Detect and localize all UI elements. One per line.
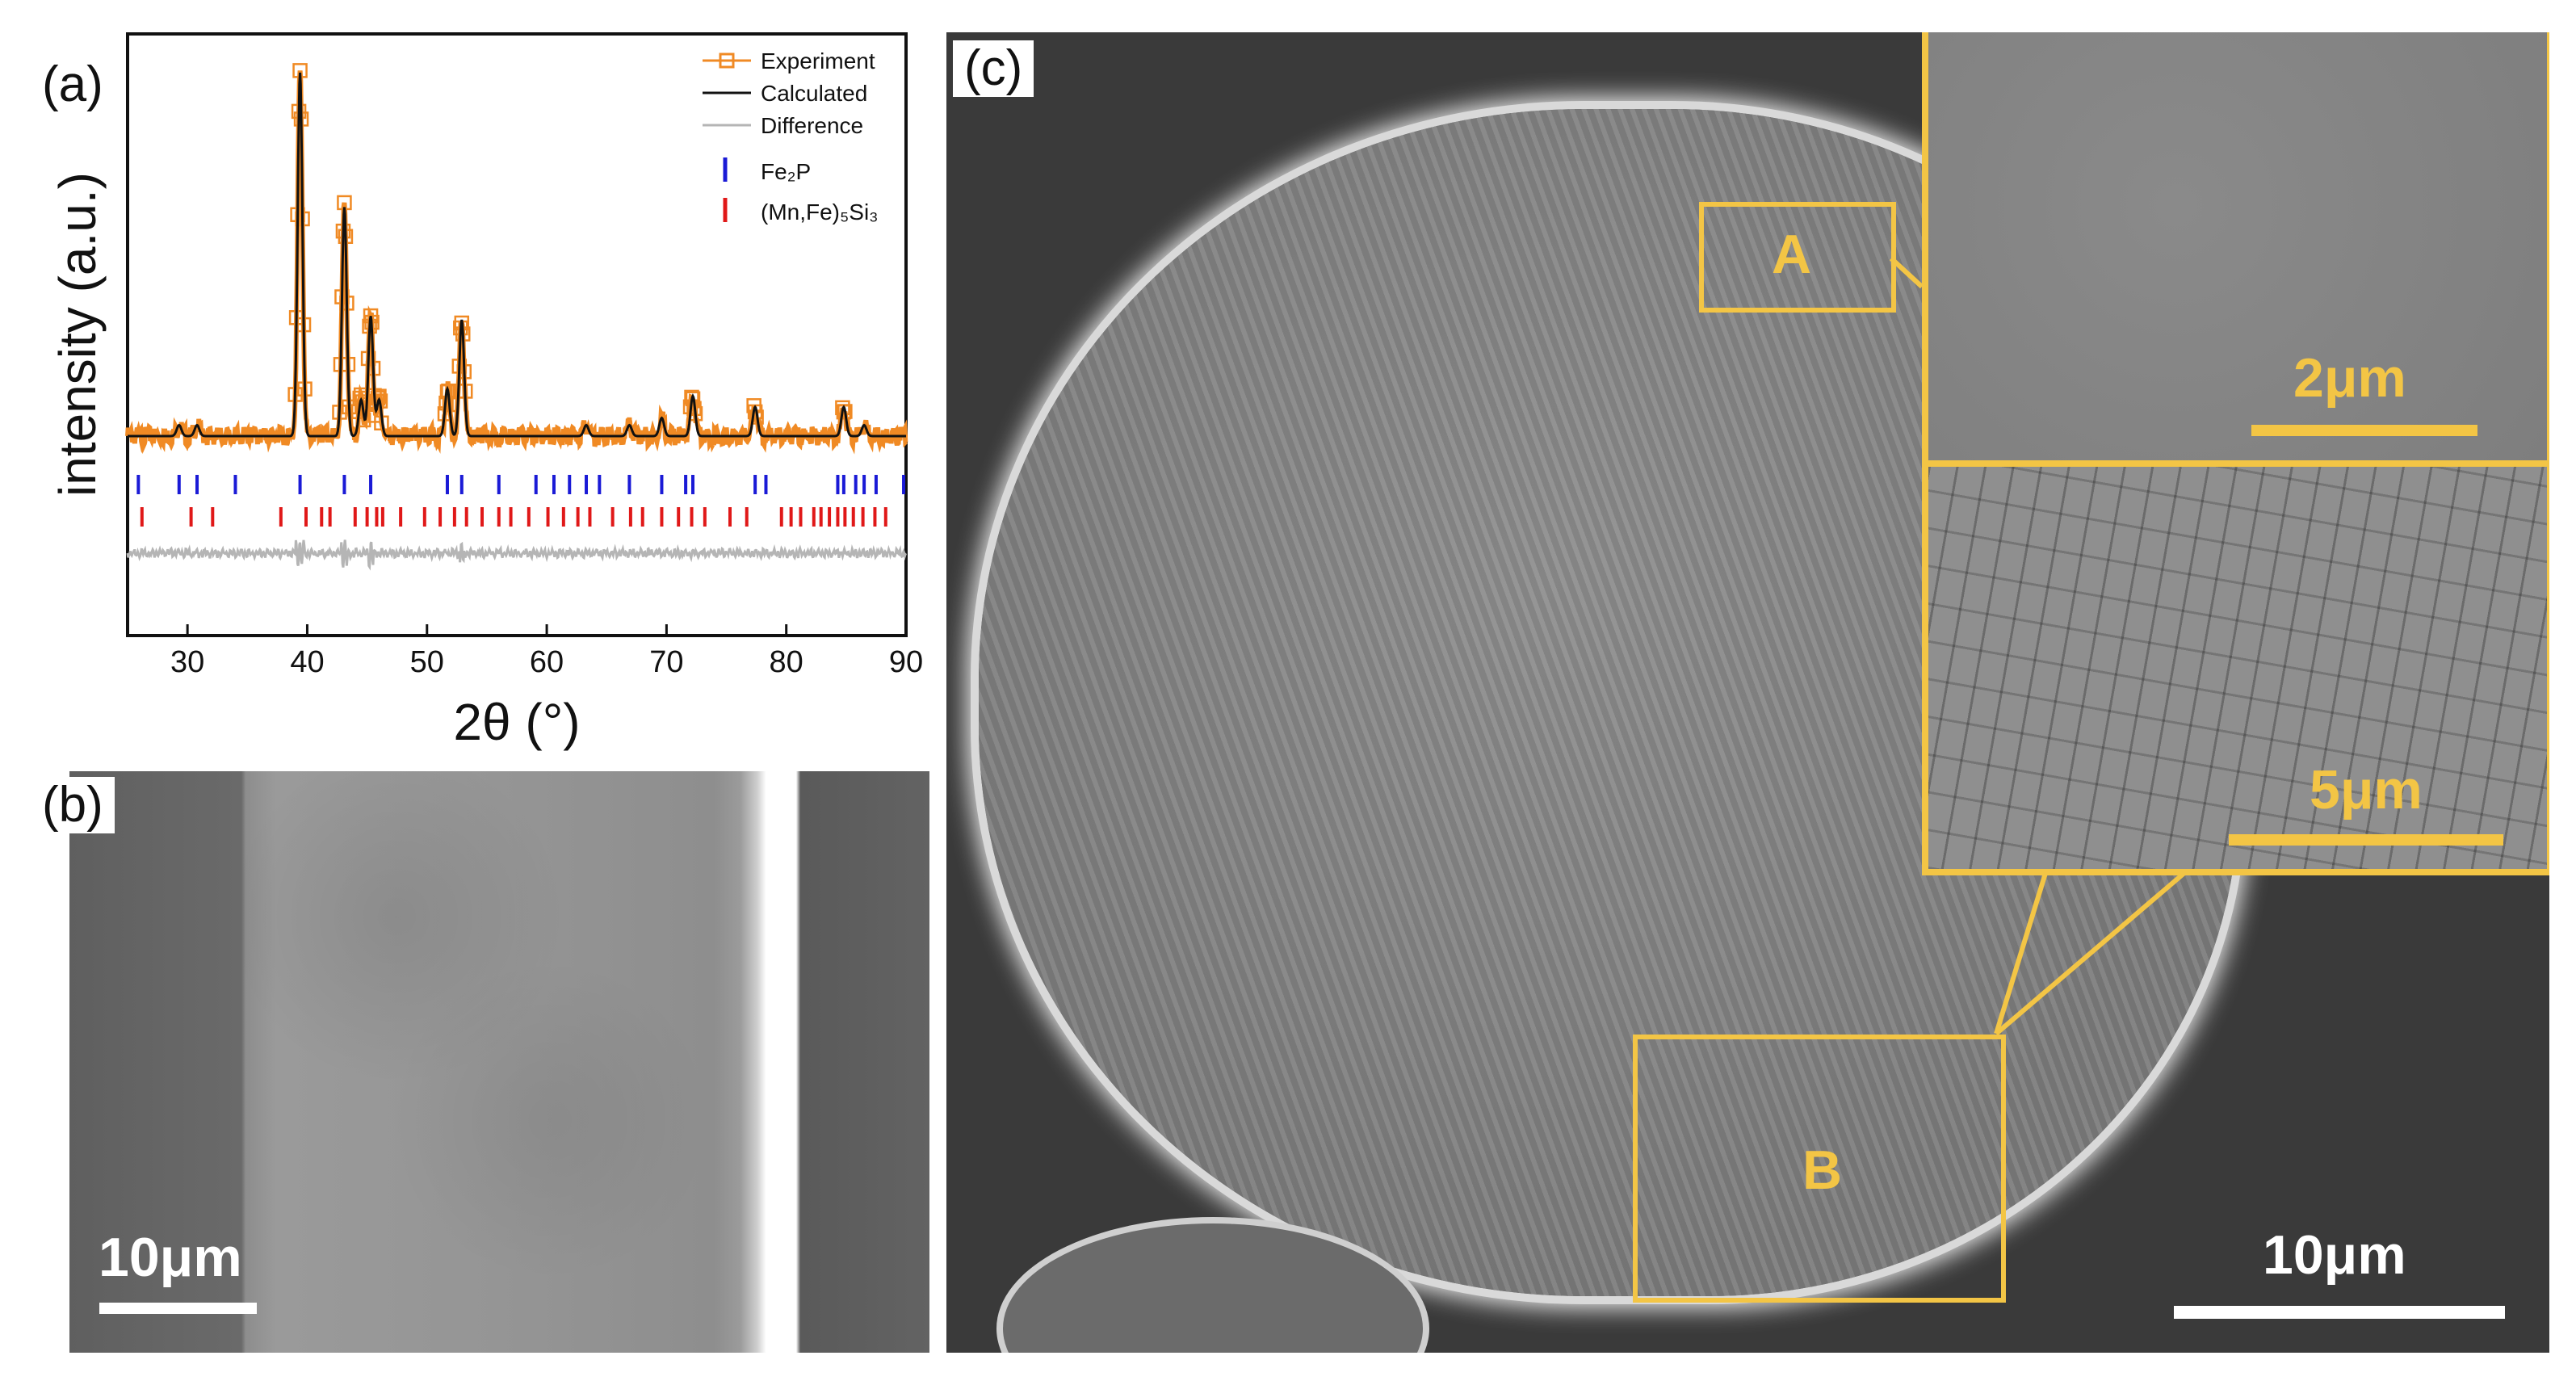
calculated-curve [128, 72, 906, 438]
box-a-label: A [1772, 224, 1812, 285]
panel-c-label: (c) [953, 40, 1034, 97]
panel-c-scalebar [2174, 1306, 2505, 1319]
inset-region-b: 5μm [1922, 460, 2549, 875]
x-tick-label: 60 [530, 645, 564, 679]
x-tick-label: 50 [410, 645, 444, 679]
inset-a-scalebar [2251, 425, 2477, 436]
panel-b-scalebar-label: 10μm [99, 1227, 242, 1288]
legend-experiment: Experiment [761, 48, 875, 73]
difference-curve [126, 539, 908, 571]
legend-difference: Difference [761, 113, 863, 138]
highlight-box-a [1699, 202, 1896, 313]
inset-region-a: 2μm [1922, 32, 2549, 473]
wire-surface-texture [243, 771, 756, 1353]
x-tick-label: 80 [770, 645, 803, 679]
legend-fe2p: Fe₂P [761, 159, 811, 184]
x-tick-label: 40 [290, 645, 324, 679]
legend-calculated: Calculated [761, 81, 867, 106]
experiment-marker [685, 391, 701, 407]
panel-c-sem-image: A B 2μm 5μm 10μm [946, 32, 2549, 1353]
plot-frame [126, 32, 908, 637]
panel-b-label: (b) [31, 777, 115, 833]
inset-b-scalebar-label: 5μm [2310, 759, 2423, 821]
box-b-label: B [1802, 1139, 1843, 1201]
highlight-box-b [1633, 1035, 2006, 1303]
chart-legend: Experiment Calculated Difference Fe₂P (M… [703, 48, 879, 225]
x-tick-label: 30 [170, 645, 204, 679]
y-axis-label: intensity (a.u.) [48, 172, 107, 497]
legend-mnfesi: (Mn,Fe)₅Si₃ [761, 199, 879, 225]
inset-b-scalebar [2229, 834, 2503, 846]
x-axis-label: 2θ (°) [453, 693, 580, 751]
inset-a-scalebar-label: 2μm [2293, 347, 2406, 409]
x-tick-label: 90 [889, 645, 923, 679]
x-tick-label: 70 [649, 645, 683, 679]
panel-b-sem-image: 10μm [69, 771, 929, 1353]
xrd-chart: 30 40 50 60 70 80 90 Experiment Calculated Dif… [48, 32, 923, 751]
panel-a-label: (a) [42, 57, 103, 112]
panel-c-scalebar-label: 10μm [2263, 1224, 2406, 1286]
panel-b-scalebar [99, 1303, 257, 1314]
inset-connectors [1889, 256, 2192, 1036]
